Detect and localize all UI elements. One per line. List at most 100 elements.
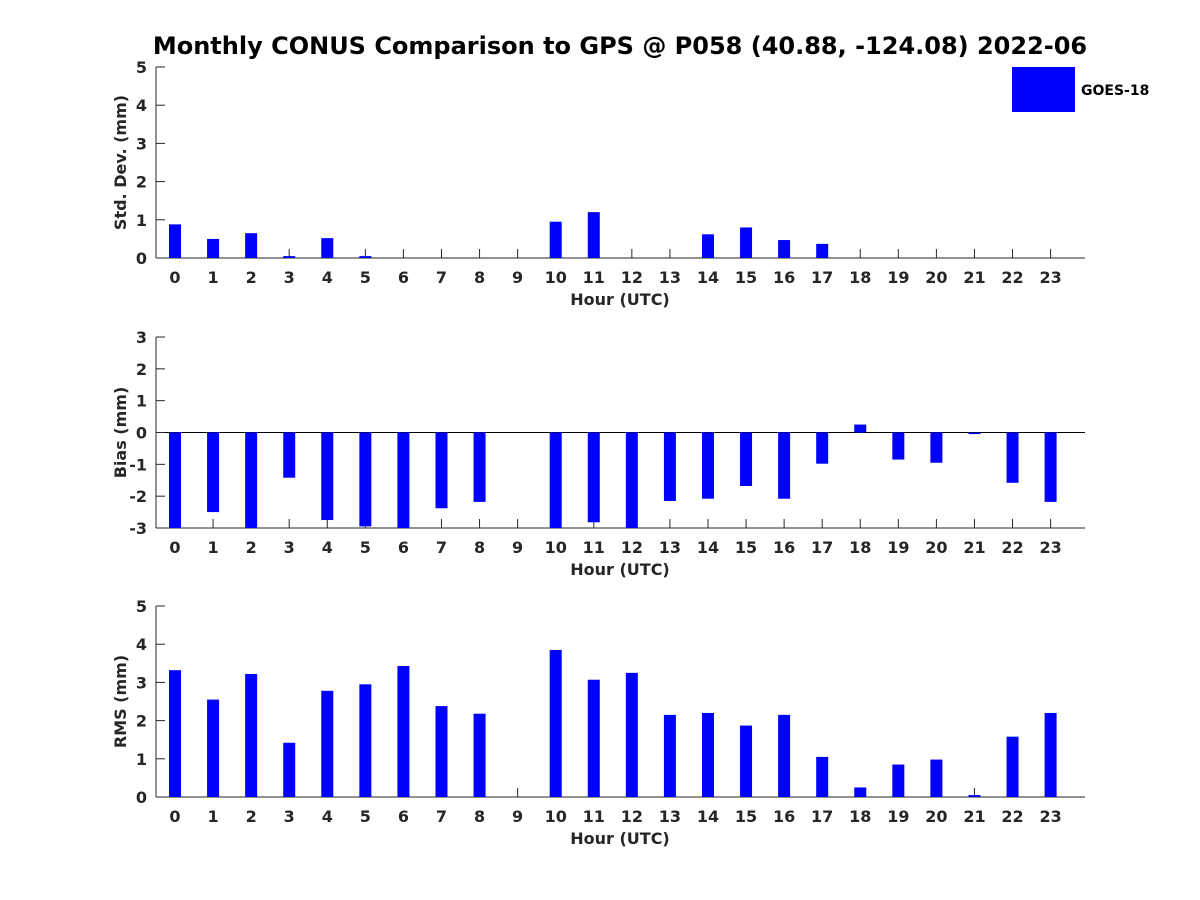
y-tick-label: -3 [129,519,147,538]
x-tick-label: 3 [284,268,295,287]
bar [968,432,981,435]
x-tick-label: 5 [360,807,371,826]
x-tick-label: 13 [659,807,681,826]
bar [778,240,791,258]
bar [816,243,829,258]
chart-title: Monthly CONUS Comparison to GPS @ P058 (… [153,32,1087,60]
bar [321,690,334,797]
bar [701,712,714,797]
x-tick-label: 6 [398,807,409,826]
x-tick-label: 22 [1001,538,1023,557]
bar [169,670,181,797]
bar [359,256,372,258]
y-tick-label: 2 [136,712,147,731]
y-tick-label: 2 [136,360,147,379]
x-tick-label: 6 [398,538,409,557]
bar [816,432,829,464]
x-tick-label: 0 [169,807,180,826]
x-tick-label: 3 [284,538,295,557]
x-tick-label: 17 [811,807,833,826]
bar [283,432,296,478]
x-tick-label: 0 [169,538,180,557]
x-tick-label: 20 [925,807,947,826]
bar [169,224,181,258]
bar [283,256,296,258]
bar [435,706,448,797]
x-tick-label: 23 [1039,268,1061,287]
x-tick-label: 21 [963,538,985,557]
x-axis-label: Hour (UTC) [570,560,670,579]
bar [663,432,676,501]
bar [930,432,943,463]
bar [397,665,410,797]
x-tick-label: 10 [545,538,567,557]
bar [207,699,220,797]
x-tick-label: 1 [207,807,218,826]
legend-label: GOES-18 [1081,83,1149,99]
x-tick-label: 2 [246,268,257,287]
y-tick-label: 3 [136,134,147,153]
x-tick-label: 4 [322,538,333,557]
bar [701,432,714,499]
y-tick-label: 3 [136,328,147,347]
bar [740,227,753,258]
x-axis-label: Hour (UTC) [570,829,670,848]
y-axis-label: Bias (mm) [111,387,130,479]
bar [473,432,486,502]
x-tick-label: 7 [436,538,447,557]
bar [549,432,562,528]
x-tick-label: 15 [735,807,757,826]
bar [587,679,600,797]
x-tick-label: 21 [963,268,985,287]
bar [625,432,638,528]
bar [1044,712,1057,797]
x-tick-label: 9 [512,538,523,557]
y-tick-label: 4 [136,635,147,654]
x-tick-label: 2 [246,807,257,826]
legend: GOES-18 [1012,67,1149,112]
bar [321,238,334,258]
bar [321,432,334,521]
bar [625,672,638,797]
x-tick-label: 11 [583,268,605,287]
x-tick-label: 22 [1001,807,1023,826]
x-axis-label: Hour (UTC) [570,290,670,309]
bar [587,212,600,258]
x-tick-label: 8 [474,538,485,557]
x-tick-label: 21 [963,807,985,826]
bar [359,432,372,527]
bar [1044,432,1057,502]
y-tick-label: 0 [136,424,147,443]
bar [701,234,714,258]
bar [245,233,258,258]
bar [549,221,562,258]
x-tick-label: 5 [360,268,371,287]
x-tick-label: 12 [621,268,643,287]
x-tick-label: 8 [474,268,485,287]
bar [816,756,829,797]
x-tick-label: 16 [773,538,795,557]
x-tick-label: 3 [284,807,295,826]
x-tick-label: 6 [398,268,409,287]
x-tick-label: 10 [545,268,567,287]
x-tick-label: 11 [583,807,605,826]
y-tick-label: 1 [136,750,147,769]
y-tick-label: 5 [136,58,147,77]
bar [854,787,867,797]
y-tick-label: 3 [136,673,147,692]
x-tick-label: 7 [436,807,447,826]
bar [207,238,220,258]
bar [663,714,676,797]
bar [207,432,220,513]
x-tick-label: 13 [659,268,681,287]
x-tick-label: 19 [887,807,909,826]
x-tick-label: 1 [207,268,218,287]
bar [549,649,562,797]
x-tick-label: 16 [773,807,795,826]
x-tick-label: 4 [322,268,333,287]
y-tick-label: 0 [136,788,147,807]
legend-swatch [1012,67,1075,112]
